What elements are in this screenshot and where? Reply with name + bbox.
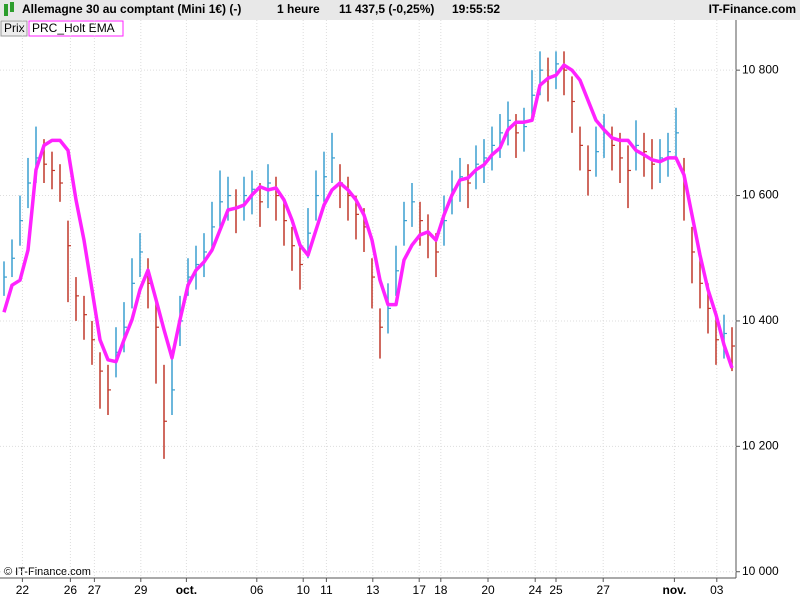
- legend-box: [28, 20, 124, 37]
- x-tick-label: 26: [64, 583, 78, 597]
- legend-label: Prix: [4, 21, 25, 35]
- x-tick-label: 10: [297, 583, 311, 597]
- x-tick-label: 20: [481, 583, 495, 597]
- legend-label: PRC_Holt EMA: [32, 21, 115, 35]
- icon: [10, 2, 14, 12]
- x-tick-label: 18: [434, 583, 448, 597]
- footer: © IT-Finance.com: [4, 566, 91, 578]
- site: IT-Finance.com: [709, 2, 796, 16]
- x-tick-label: 22: [16, 583, 30, 597]
- header-bar: [0, 0, 800, 20]
- y-tick-label: 10 800: [742, 62, 779, 76]
- x-tick-label: 27: [597, 583, 611, 597]
- x-tick-label: 17: [413, 583, 427, 597]
- x-tick-label: nov.: [663, 583, 687, 597]
- y-tick-label: 10 400: [742, 313, 779, 327]
- time: 19:55:52: [452, 2, 500, 16]
- ema-line: [2, 63, 734, 369]
- x-tick-label: 25: [549, 583, 563, 597]
- x-tick-label: 13: [366, 583, 380, 597]
- y-tick-label: 10 000: [742, 564, 779, 578]
- x-tick-label: 27: [88, 583, 102, 597]
- x-tick-label: 06: [250, 583, 264, 597]
- x-tick-label: 29: [134, 583, 148, 597]
- quote: 11 437,5 (-0,25%): [339, 2, 434, 16]
- legend-box: [0, 20, 28, 37]
- x-tick-label: 11: [320, 583, 333, 597]
- plot-area: [0, 20, 736, 578]
- x-tick-label: 03: [710, 583, 724, 597]
- x-tick-label: oct.: [176, 583, 197, 597]
- y-tick-label: 10 200: [742, 439, 779, 453]
- period: 1 heure: [277, 2, 320, 16]
- instrument: Allemagne 30 au comptant (Mini 1€) (-): [22, 2, 241, 16]
- icon: [4, 4, 8, 16]
- x-tick-label: 24: [529, 583, 543, 597]
- y-tick-label: 10 600: [742, 188, 779, 202]
